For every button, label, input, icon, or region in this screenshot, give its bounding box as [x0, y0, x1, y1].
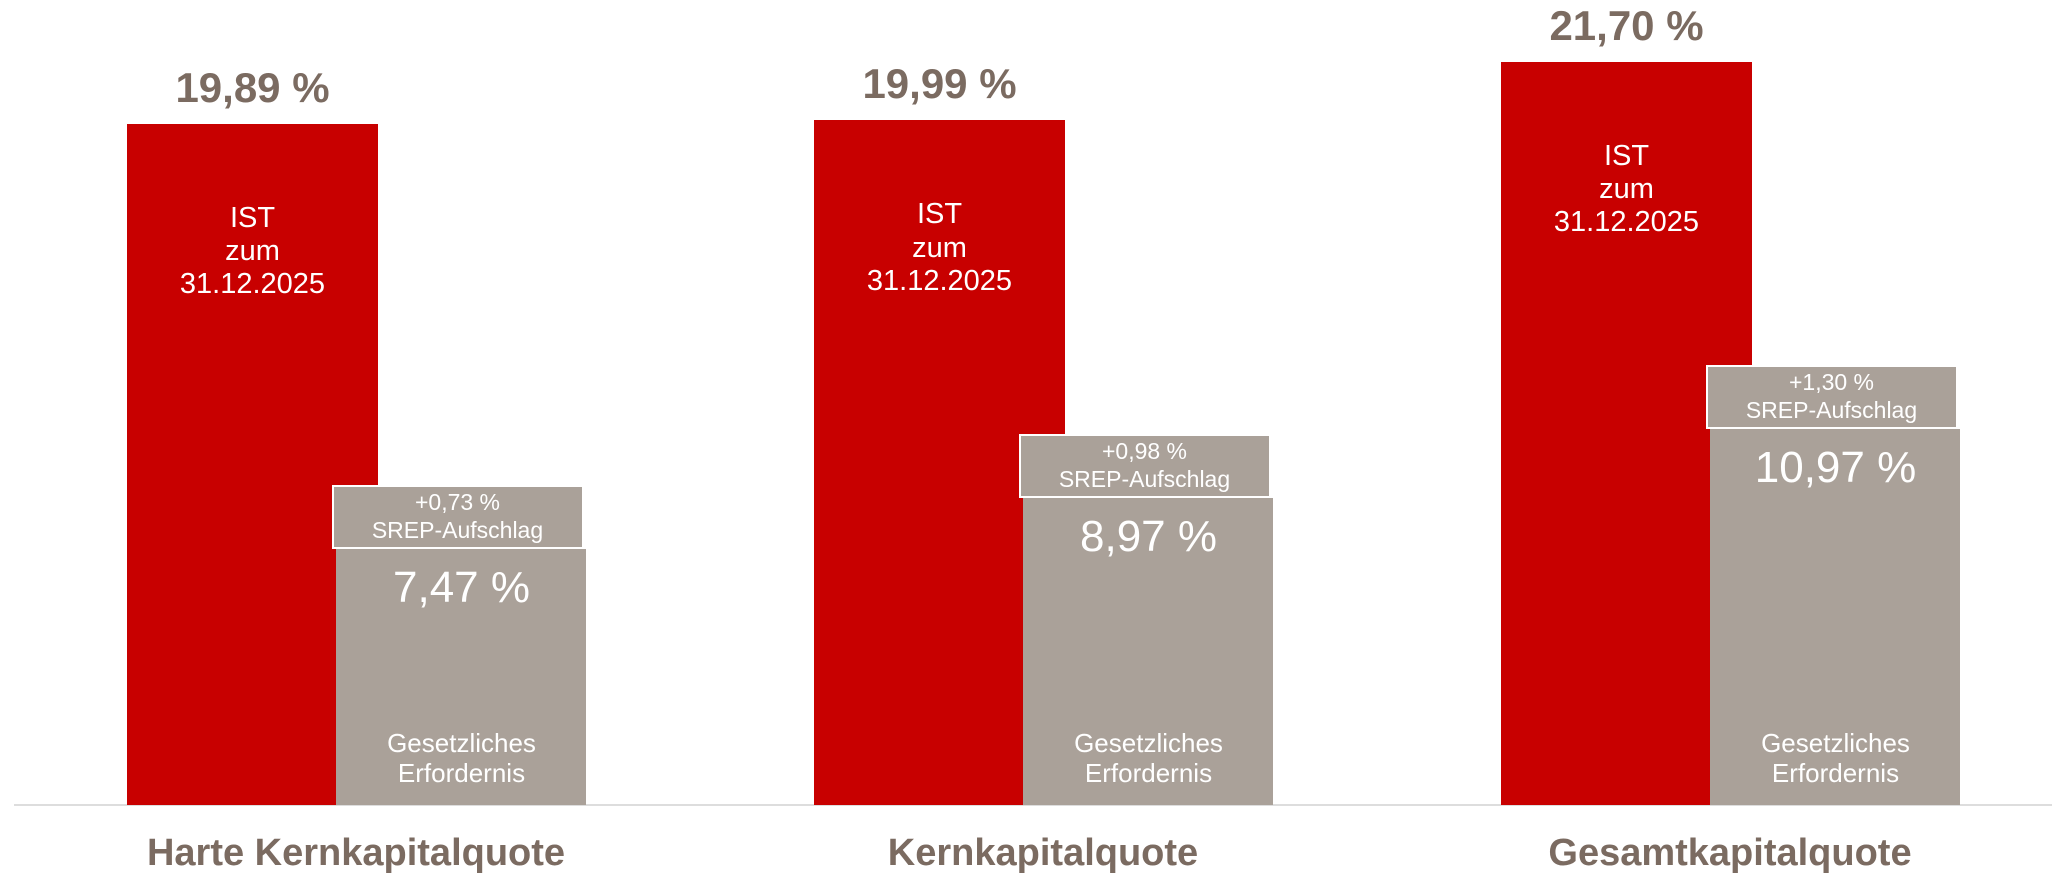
x-tick-label: Kernkapitalquote — [887, 832, 1199, 874]
bar-series-label: Gesetzliches Erfordernis — [1074, 728, 1223, 788]
srep-name-label: SREP-Aufschlag — [1058, 465, 1231, 492]
srep-value-label: +0,98 % — [1101, 437, 1188, 464]
bar-series-label: Gesetzliches Erfordernis — [1761, 728, 1910, 788]
srep-box — [332, 485, 584, 550]
baseline — [14, 804, 2052, 806]
bar-value-label: 19,89 % — [175, 63, 330, 111]
bar-value-label: 8,97 % — [1080, 511, 1217, 561]
bar-series-label: Gesetzliches Erfordernis — [387, 728, 536, 788]
srep-name-label: SREP-Aufschlag — [371, 517, 544, 544]
bar-value-label: 21,70 % — [1549, 1, 1704, 49]
bar — [336, 549, 586, 805]
srep-box — [1019, 433, 1271, 498]
bar — [1710, 429, 1960, 805]
bar-series-label: IST zum 31.12.2025 — [179, 201, 326, 301]
x-tick-label: Harte Kernkapitalquote — [146, 832, 566, 874]
srep-box — [1706, 365, 1958, 430]
bar-value-label: 7,47 % — [393, 563, 530, 613]
srep-value-label: +1,30 % — [1788, 369, 1875, 396]
srep-name-label: SREP-Aufschlag — [1745, 397, 1918, 424]
bar-value-label: 19,99 % — [862, 60, 1017, 108]
bar-series-label: IST zum 31.12.2025 — [1553, 139, 1700, 239]
srep-value-label: +0,73 % — [414, 489, 501, 516]
x-tick-label: Gesamtkapitalquote — [1548, 832, 1912, 874]
bar-series-label: IST zum 31.12.2025 — [866, 198, 1013, 297]
bar-value-label: 10,97 % — [1754, 443, 1917, 493]
bar — [1023, 497, 1273, 805]
